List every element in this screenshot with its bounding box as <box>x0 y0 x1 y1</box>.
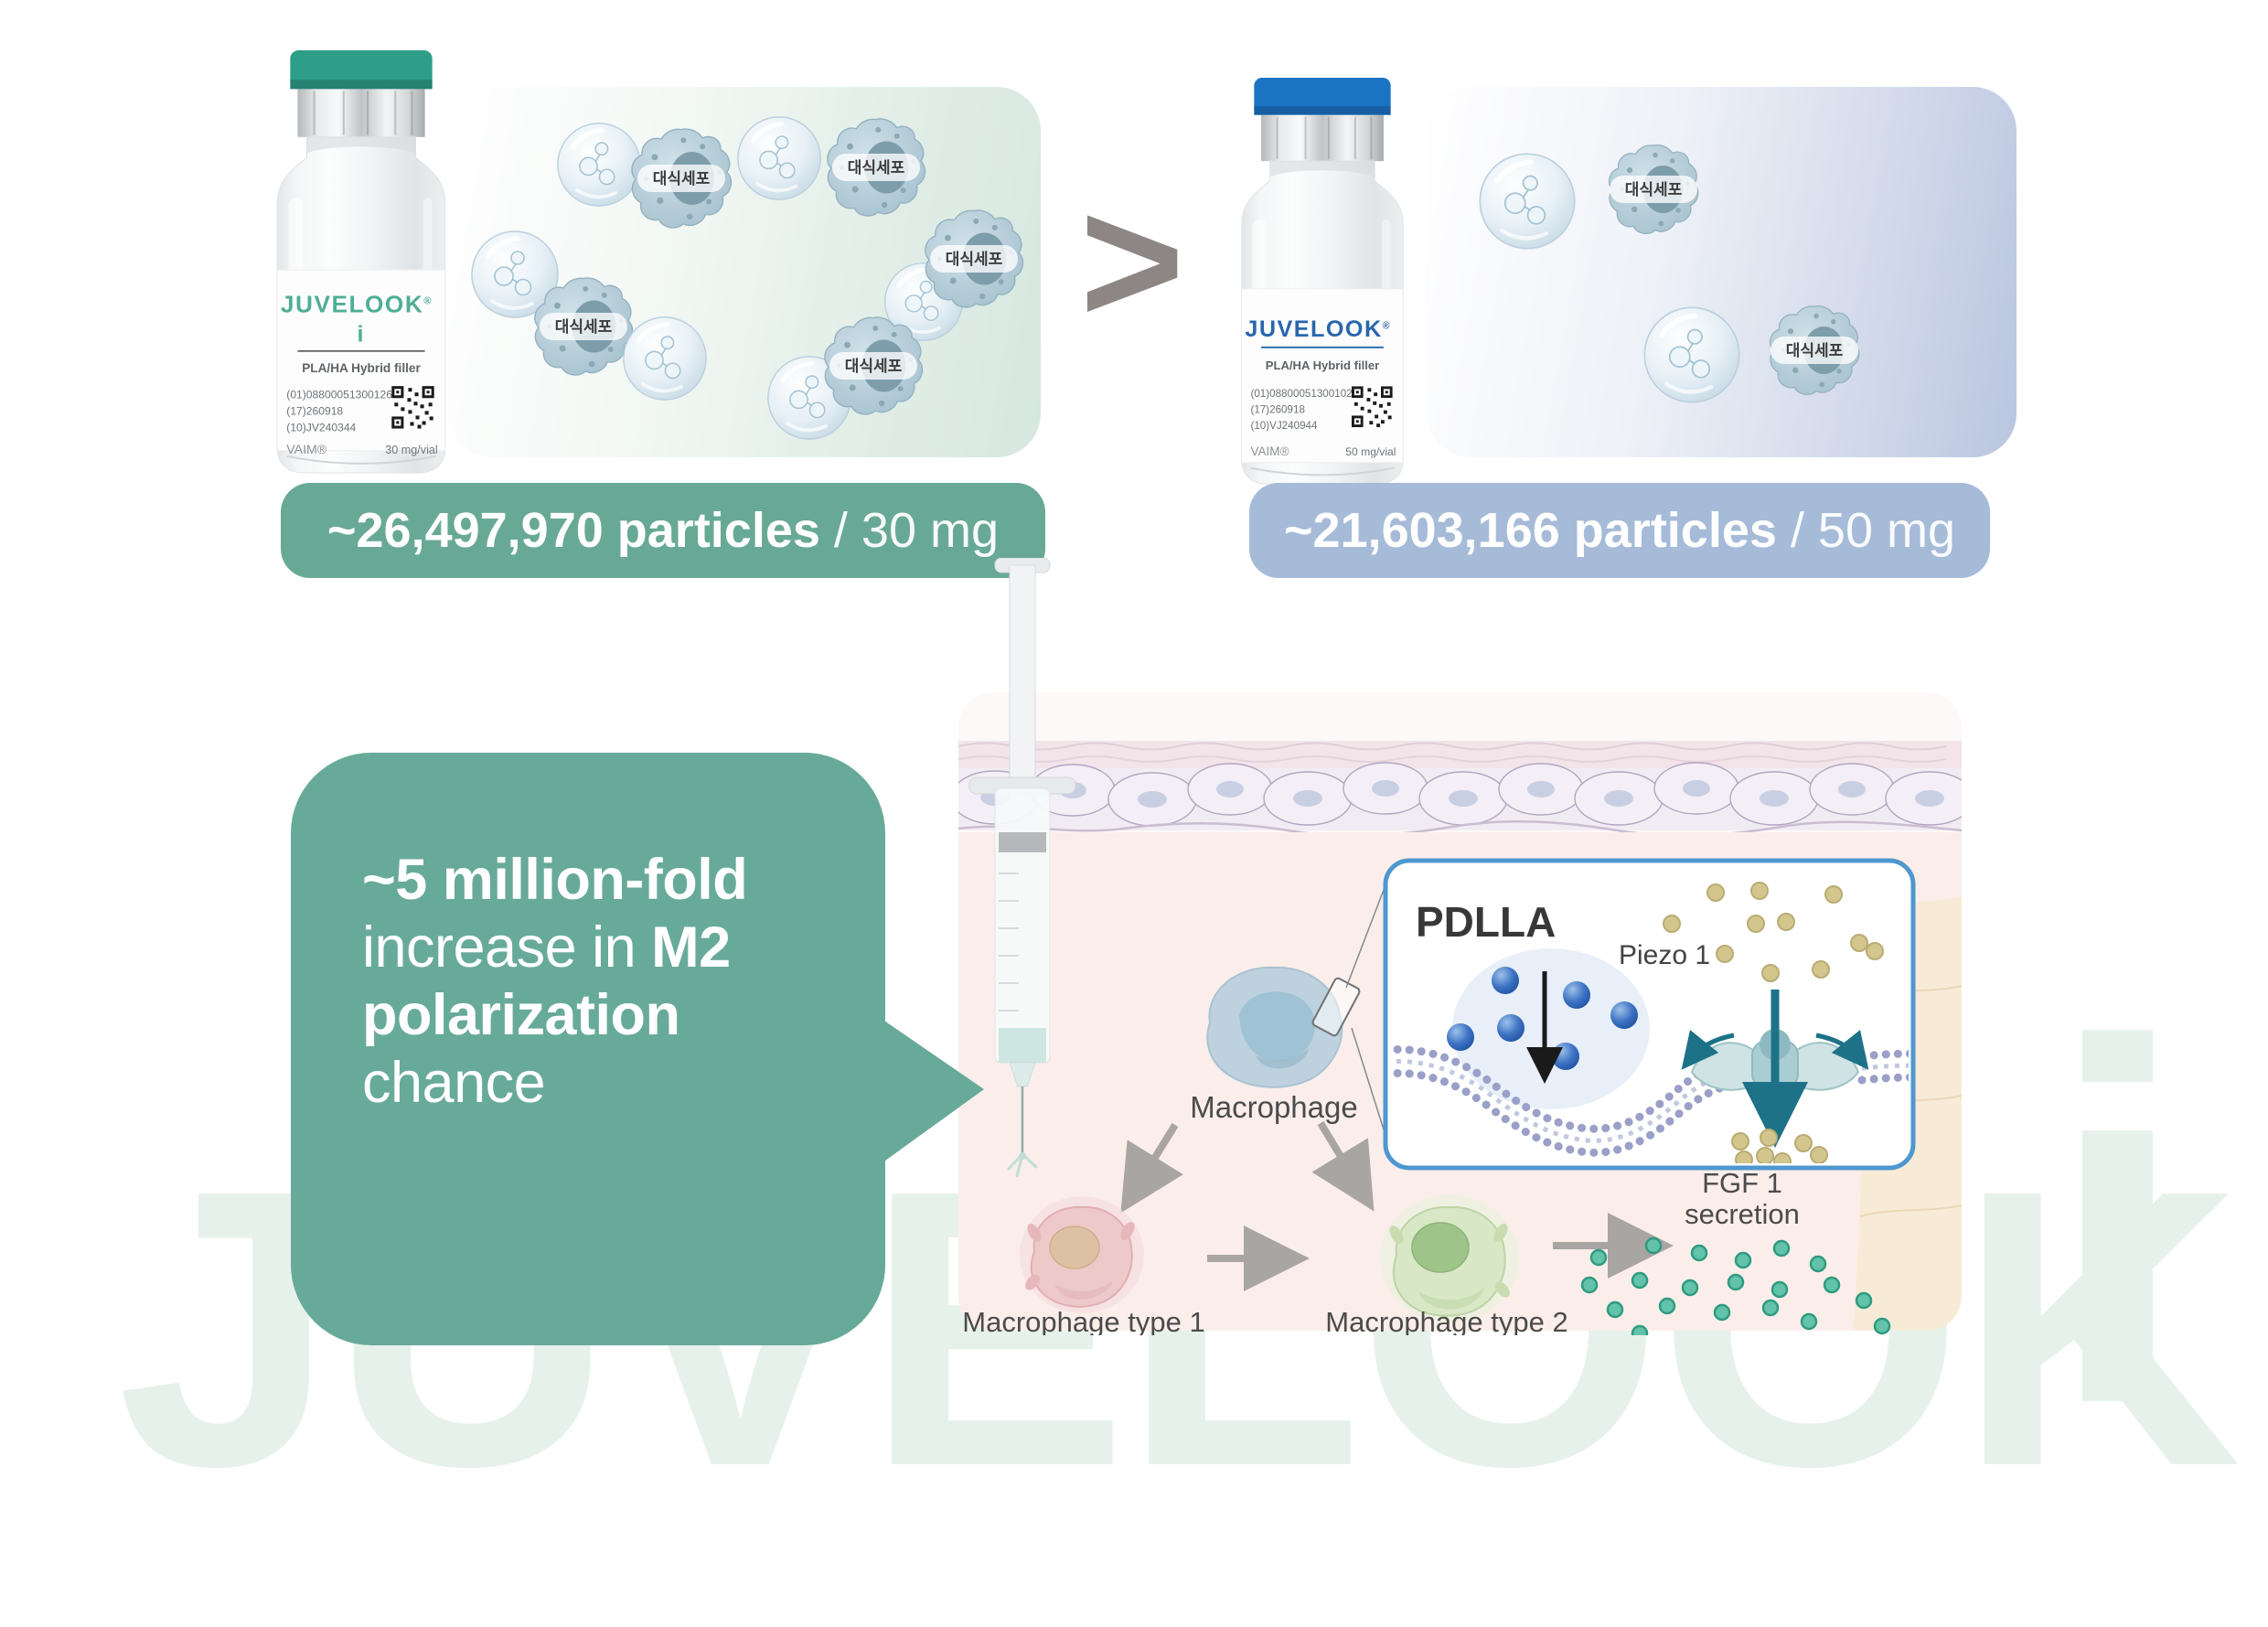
qr-code <box>391 386 434 429</box>
cell-label: 대식세포 <box>848 159 905 177</box>
cell-label: 대식세포 <box>845 358 903 375</box>
pdlla-pressure-glow <box>1452 948 1650 1109</box>
vial-expiry-code: (17)260918 <box>286 404 343 417</box>
vial-left: JUVELOOK® i PLA/HA Hybrid filler (01)088… <box>276 50 446 474</box>
svg-text:JUVELOOK®: JUVELOOK® <box>281 290 433 317</box>
cell-label: 대식세포 <box>1786 342 1844 359</box>
vial-label <box>276 269 446 452</box>
particle-count-unit: / 50 mg <box>1776 503 1955 558</box>
macrophage-cell <box>1206 966 1343 1088</box>
particle-count-value: ~21,603,166 particles <box>1283 503 1777 558</box>
vial-variant: i <box>357 322 363 348</box>
vial-right: JUVELOOK® PLA/HA Hybrid filler (01)08800… <box>1241 78 1404 485</box>
vial-brand: JUVELOOK <box>281 290 423 317</box>
fgf-label-line2: secretion <box>1685 1198 1800 1230</box>
cell-label: 대식세포 <box>653 170 711 187</box>
mechanism-diagram: Macrophage Macrophage type 1 Macrophage … <box>958 558 1962 1335</box>
pdlla-inset: PDLLA Piezo 1 <box>1383 858 1916 1171</box>
greater-than-symbol: > <box>1079 161 1185 361</box>
cell-labels-right: 대식세포 대식세포 <box>1610 176 1858 364</box>
cell-membrane <box>1390 1044 1909 1157</box>
vial-brand: JUVELOOK <box>1245 316 1382 342</box>
vial-cap <box>1254 78 1391 115</box>
vial-aluminum-band <box>1261 114 1384 162</box>
vial-lot-code: (10)JV240344 <box>286 422 356 434</box>
callout-bubble: ~5 million-fold increase in M2 polarizat… <box>291 753 885 1345</box>
particle-count-banner-left: ~26,497,970 particles / 30 mg <box>281 483 1045 578</box>
particle-illustration-left: 대식세포 대식세포 대식세포 대식세포 대식세포 <box>448 87 1024 457</box>
callout-line3: polarization <box>362 983 680 1047</box>
pdlla-bubble <box>1480 154 1574 248</box>
vial-gtin-code: (01)08800051300102 <box>1250 388 1352 400</box>
fgf-label-line1: FGF 1 <box>1702 1167 1782 1199</box>
cell-label: 대식세포 <box>1625 181 1683 198</box>
vial-cap <box>290 50 433 90</box>
vial-cap-rim <box>290 80 433 90</box>
vial-reg-mark: ® <box>1383 320 1391 331</box>
macrophage-type1-label: Macrophage type 1 <box>962 1306 1204 1335</box>
vial-reg-mark: ® <box>423 295 433 306</box>
macrophage-label: Macrophage <box>1190 1090 1357 1124</box>
piezo1-label: Piezo 1 <box>1619 940 1710 970</box>
callout-line4: chance <box>362 1051 546 1115</box>
cell-label: 대식세포 <box>946 251 1003 268</box>
qr-code <box>1352 386 1393 428</box>
membrane-tension-arrow-left <box>1681 1029 1735 1070</box>
vial-cap-rim <box>1254 106 1391 115</box>
macrophage-type1-cell <box>1020 1196 1144 1313</box>
callout-line1: ~5 million-fold <box>362 848 748 912</box>
vial-gtin-code: (01)08800051300126 <box>286 388 392 401</box>
particle-count-value: ~26,497,970 particles <box>326 503 820 558</box>
particle-count-banner-right: ~21,603,166 particles / 50 mg <box>1249 483 1990 578</box>
vial-lot-code: (10)VJ240944 <box>1250 420 1318 432</box>
vial-filler-type: PLA/HA Hybrid filler <box>302 361 421 375</box>
vial-label <box>1241 288 1404 464</box>
zoom-marker <box>1311 977 1361 1037</box>
particle-illustration-right: 대식세포 대식세포 <box>1427 144 1860 457</box>
vial-dose: 30 mg/vial <box>385 444 437 456</box>
epidermis-cell-nuclei <box>980 780 1944 808</box>
pdlla-particles <box>1447 967 1638 1070</box>
pdlla-bubble <box>558 123 640 206</box>
macrophage-type2-cell <box>1380 1194 1519 1322</box>
membrane-tension-arrow-right <box>1815 1029 1869 1070</box>
syringe <box>968 558 1076 1178</box>
polarization-arrows <box>1120 1120 1674 1291</box>
vial-maker: VAIM® <box>1250 444 1289 458</box>
vial-filler-type: PLA/HA Hybrid filler <box>1266 359 1380 372</box>
particle-count-unit: / 30 mg <box>819 503 999 558</box>
particle-panel-right <box>1427 87 2017 457</box>
pdlla-title: PDLLA <box>1416 898 1556 946</box>
callout-tail <box>882 1019 984 1163</box>
pdlla-bubble <box>624 317 706 400</box>
vial-expiry-code: (17)260918 <box>1250 404 1304 416</box>
ions <box>1663 882 1884 1163</box>
pdlla-bubble <box>738 117 820 199</box>
callout-line2-regular: increase in <box>362 915 652 979</box>
pdlla-bubble <box>1644 307 1738 401</box>
cell-labels-left: 대식세포 대식세포 대식세포 대식세포 대식세포 <box>540 154 1018 380</box>
fgf-secretion-dots <box>1580 1236 1891 1335</box>
vial-dose: 50 mg/vial <box>1345 445 1396 458</box>
svg-text:JUVELOOK®: JUVELOOK® <box>1245 316 1391 342</box>
vial-maker: VAIM® <box>286 442 326 456</box>
vial-aluminum-band <box>297 89 425 137</box>
callout-line2-bold: M2 <box>651 915 731 979</box>
cell-label: 대식세포 <box>555 318 613 336</box>
watermark-suffix: i <box>2047 937 2189 1510</box>
macrophage-type2-label: Macrophage type 2 <box>1325 1306 1567 1335</box>
